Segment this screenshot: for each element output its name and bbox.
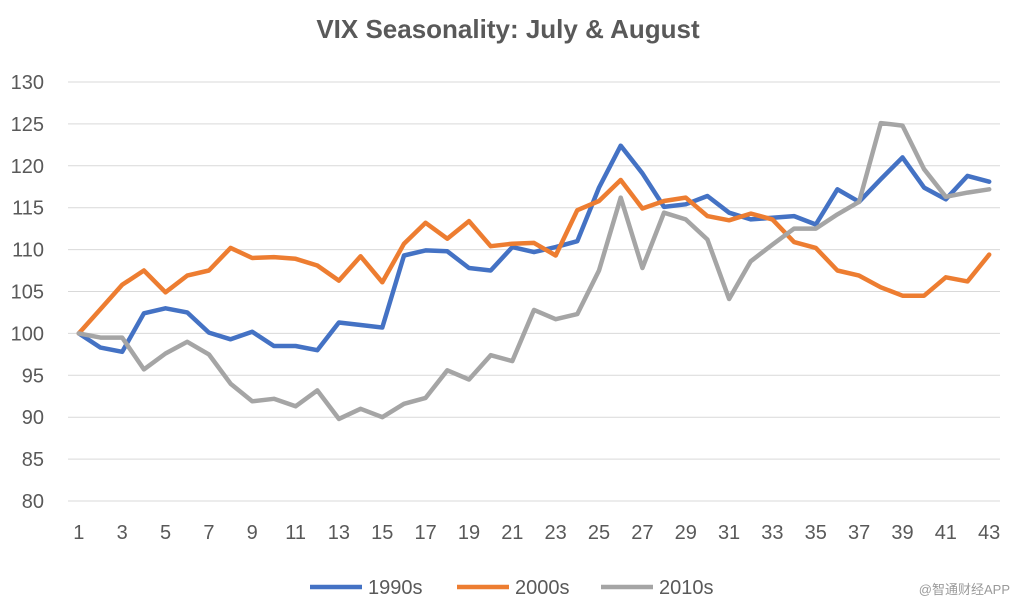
x-tick-label: 37 bbox=[848, 522, 870, 544]
y-tick-label: 85 bbox=[22, 449, 44, 471]
x-tick-label: 1 bbox=[73, 522, 84, 544]
x-tick-label: 21 bbox=[501, 522, 523, 544]
x-tick-label: 3 bbox=[117, 522, 128, 544]
y-tick-label: 110 bbox=[12, 240, 44, 262]
legend-label: 2010s bbox=[659, 577, 714, 599]
y-tick-label: 100 bbox=[11, 323, 44, 345]
x-tick-label: 7 bbox=[203, 522, 214, 544]
legend: 1990s 2000s 2010s bbox=[310, 577, 714, 599]
y-tick-label: 105 bbox=[11, 282, 44, 304]
y-tick-label: 90 bbox=[22, 407, 44, 429]
chart-title: VIX Seasonality: July & August bbox=[316, 14, 700, 44]
x-tick-label: 25 bbox=[588, 522, 610, 544]
series-lines bbox=[76, 120, 992, 422]
legend-entry: 2010s bbox=[601, 577, 714, 599]
y-axis-tick-labels: 80 85 90 95 100 105 110 115 120 125 130 bbox=[11, 72, 44, 513]
x-tick-label: 17 bbox=[415, 522, 437, 544]
watermark-text: @智通财经APP bbox=[919, 582, 1010, 597]
x-tick-label: 29 bbox=[675, 522, 697, 544]
series-line-1990s bbox=[76, 143, 992, 355]
series-line-2010s bbox=[76, 120, 992, 422]
x-tick-label: 13 bbox=[328, 522, 350, 544]
y-tick-label: 115 bbox=[12, 198, 44, 220]
x-tick-label: 39 bbox=[891, 522, 913, 544]
x-tick-label: 31 bbox=[718, 522, 740, 544]
x-tick-label: 35 bbox=[805, 522, 827, 544]
x-tick-label: 19 bbox=[458, 522, 480, 544]
series-line-2000s bbox=[76, 177, 992, 336]
x-tick-label: 27 bbox=[631, 522, 653, 544]
legend-entry: 1990s bbox=[310, 577, 423, 599]
y-tick-label: 125 bbox=[11, 114, 44, 136]
x-tick-label: 9 bbox=[247, 522, 258, 544]
x-tick-label: 23 bbox=[545, 522, 567, 544]
legend-label: 2000s bbox=[515, 577, 570, 599]
x-tick-label: 15 bbox=[371, 522, 393, 544]
x-tick-label: 33 bbox=[761, 522, 783, 544]
x-tick-label: 5 bbox=[160, 522, 171, 544]
y-tick-label: 130 bbox=[11, 72, 44, 94]
legend-label: 1990s bbox=[368, 577, 423, 599]
gridlines bbox=[68, 81, 1000, 502]
y-tick-label: 120 bbox=[11, 156, 44, 178]
x-axis-tick-labels: 1 3 5 7 9 11 13 15 17 19 21 23 25 27 29 31 33 35 37 39 41 43 bbox=[73, 522, 1000, 544]
y-tick-label: 95 bbox=[22, 365, 44, 387]
x-tick-label: 43 bbox=[978, 522, 1000, 544]
legend-entry: 2000s bbox=[457, 577, 570, 599]
x-tick-label: 11 bbox=[285, 522, 306, 544]
x-tick-label: 41 bbox=[935, 522, 957, 544]
y-tick-label: 80 bbox=[22, 491, 44, 513]
